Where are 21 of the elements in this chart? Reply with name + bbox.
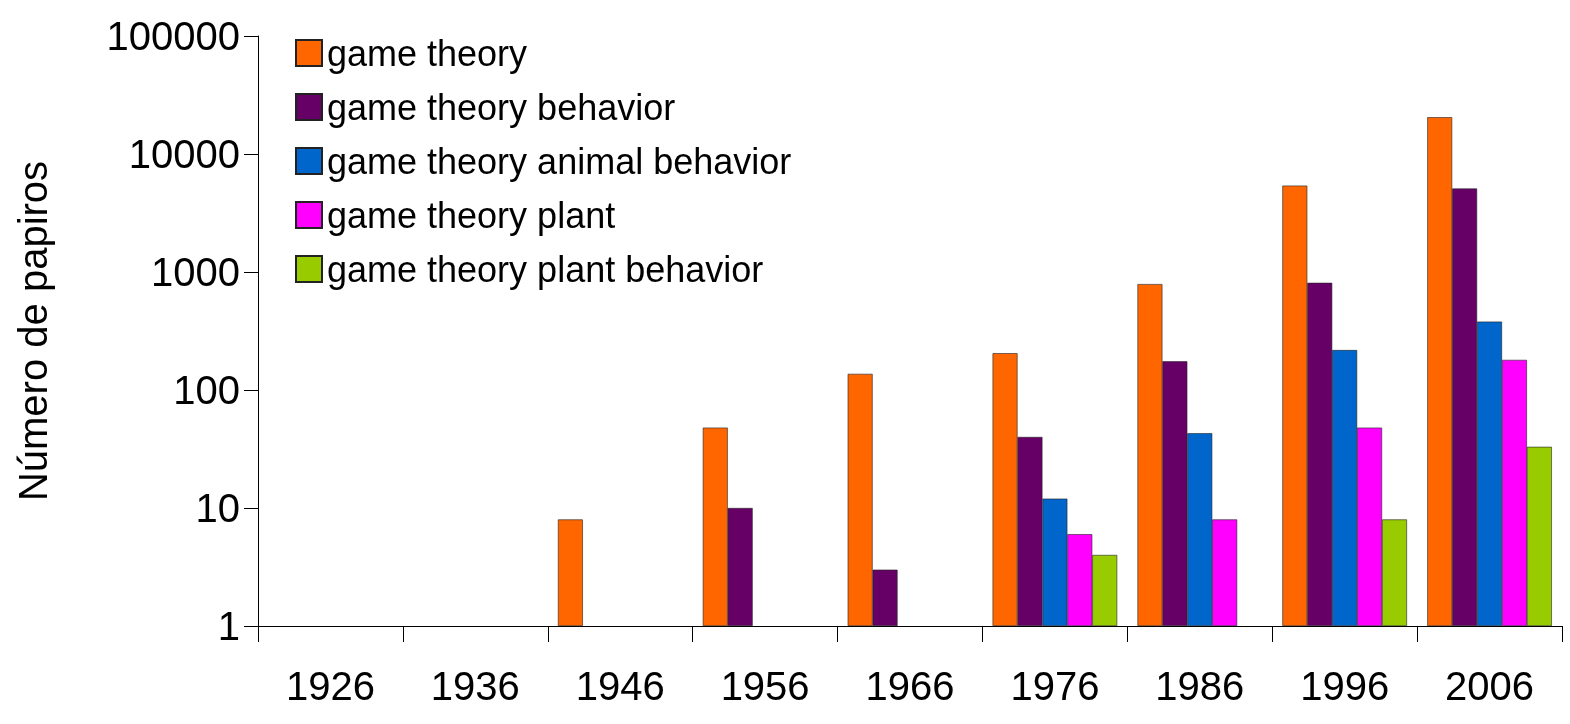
y-tick-label: 100 — [173, 368, 240, 412]
x-tick-label: 1956 — [720, 664, 810, 708]
y-tick-label: 100000 — [106, 14, 240, 58]
y-tick-label: 10 — [195, 486, 240, 530]
x-tick-label: 1926 — [285, 664, 375, 708]
x-tick-label: 1946 — [575, 664, 665, 708]
x-tick-label: 2006 — [1445, 664, 1535, 708]
x-tick-label: 1936 — [430, 664, 520, 708]
x-tick-label: 1986 — [1155, 664, 1245, 708]
y-tick-label: 1 — [217, 604, 240, 648]
x-tick-label: 1996 — [1300, 664, 1390, 708]
legend-label: game theory animal behavior — [327, 140, 792, 182]
x-tick-label: 1966 — [865, 664, 955, 708]
y-tick-label: 10000 — [128, 132, 240, 176]
y-axis-title: Número de papiros — [11, 160, 55, 502]
legend-label: game theory — [327, 32, 528, 74]
legend-label: game theory behavior — [327, 86, 676, 128]
legend-label: game theory plant behavior — [327, 248, 764, 290]
y-tick-label: 1000 — [151, 250, 240, 294]
x-tick-label: 1976 — [1010, 664, 1100, 708]
legend-label: game theory plant — [327, 194, 616, 236]
